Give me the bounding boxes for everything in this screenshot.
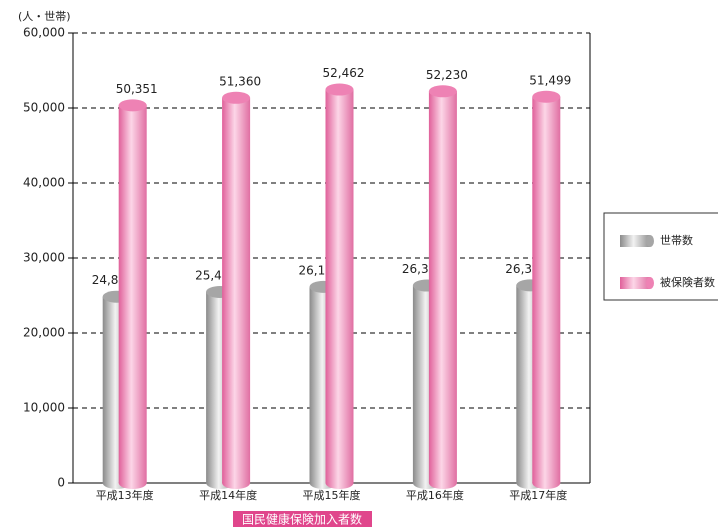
cylinder-body xyxy=(428,91,457,484)
cylinder-top xyxy=(532,90,561,103)
y-tick-label: 10,000 xyxy=(23,401,65,415)
legend-swatch-body xyxy=(620,235,650,247)
y-tick-label: 40,000 xyxy=(23,176,65,190)
legend-swatch xyxy=(620,277,654,289)
x-tick-label: 平成15年度 xyxy=(303,488,361,502)
cylinder-base xyxy=(428,477,457,489)
cylinder-base xyxy=(222,477,251,489)
cylinder xyxy=(222,91,251,489)
legend-swatch-end xyxy=(646,277,654,289)
cylinder-body xyxy=(222,97,251,484)
x-tick-label: 平成16年度 xyxy=(406,488,464,502)
y-tick-label: 20,000 xyxy=(23,326,65,340)
y-tick-label: 50,000 xyxy=(23,101,65,115)
cylinder xyxy=(428,85,457,489)
legend-swatch xyxy=(620,235,654,247)
legend-label: 世帯数 xyxy=(660,234,693,247)
cylinder-top xyxy=(325,83,354,96)
y-tick-label: 0 xyxy=(57,476,65,490)
legend-swatch-end xyxy=(646,235,654,247)
x-tick-label: 平成17年度 xyxy=(509,488,567,502)
data-label: 51,499 xyxy=(529,73,571,87)
data-label: 50,351 xyxy=(116,82,158,96)
cylinder-top xyxy=(118,99,147,112)
cylinder-base xyxy=(532,477,561,489)
x-tick-label: 平成13年度 xyxy=(96,488,154,502)
y-tick-label: 30,000 xyxy=(23,251,65,265)
legend-label: 被保険者数 xyxy=(660,275,715,289)
cylinder-top xyxy=(428,85,457,98)
cylinder xyxy=(532,90,561,489)
x-tick-label: 平成14年度 xyxy=(199,488,257,502)
cylinder xyxy=(325,83,354,489)
cylinder-base xyxy=(325,477,354,489)
y-tick-label: 60,000 xyxy=(23,26,65,40)
title-box xyxy=(233,511,372,527)
data-label: 52,462 xyxy=(323,66,365,80)
chart-title: 国民健康保険加入者数 xyxy=(242,512,362,527)
legend-swatch-body xyxy=(620,277,650,289)
cylinder-top xyxy=(222,91,251,104)
unit-label: (人・世帯) xyxy=(18,10,71,23)
data-label: 51,360 xyxy=(219,74,261,88)
data-label: 52,230 xyxy=(426,68,468,82)
cylinder-body xyxy=(118,105,147,484)
cylinder xyxy=(118,99,147,489)
cylinder-body xyxy=(325,89,354,483)
cylinder-body xyxy=(532,96,561,483)
cylinder-base xyxy=(118,477,147,489)
